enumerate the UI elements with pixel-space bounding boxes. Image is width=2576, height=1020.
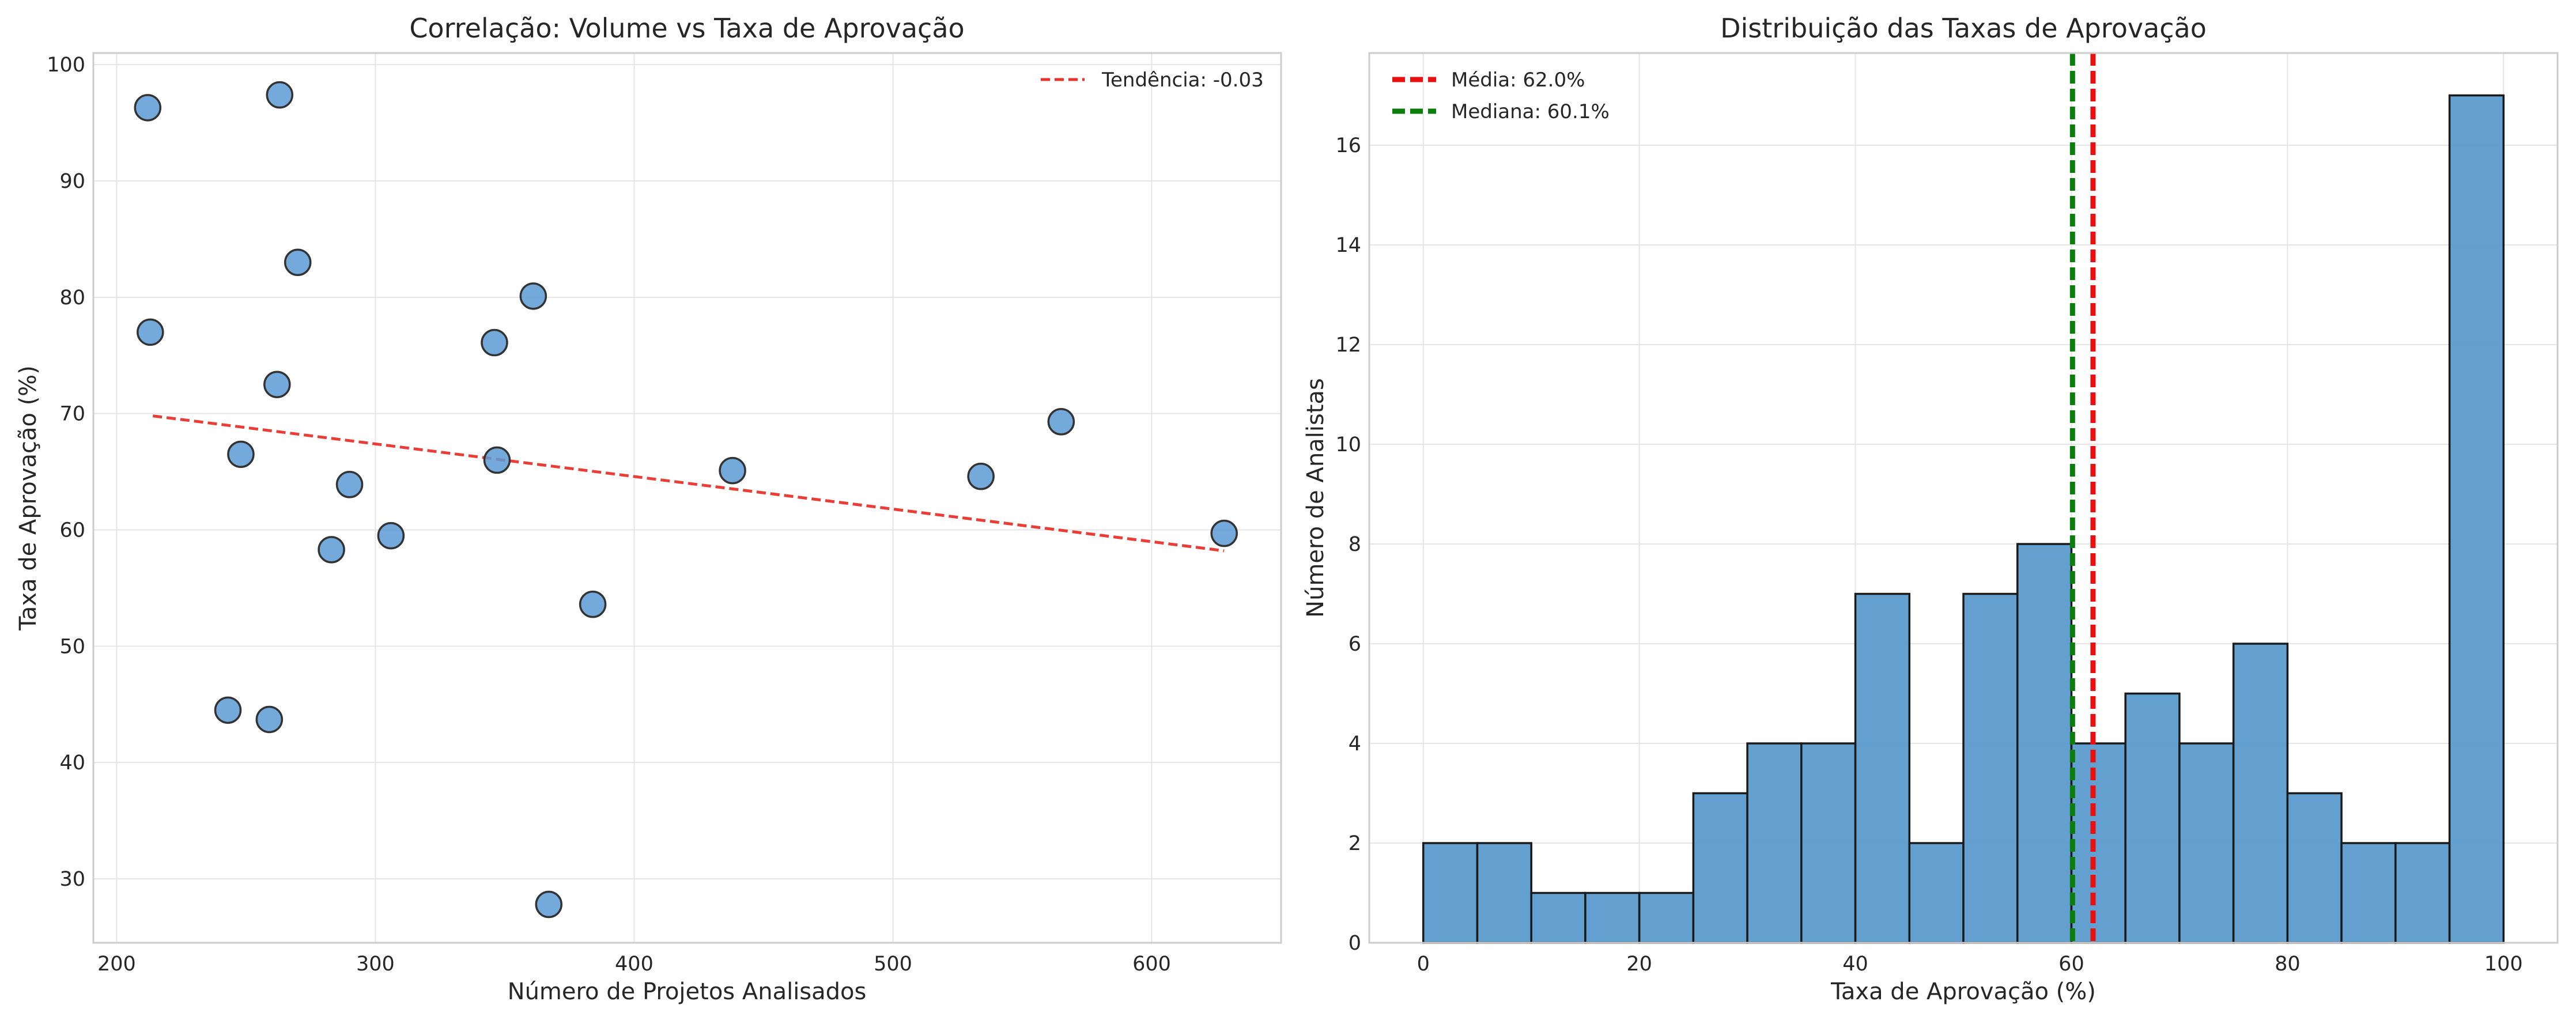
histogram-title: Distribuição das Taxas de Aprovação (1720, 13, 2207, 44)
scatter-axes-frame (92, 52, 1282, 944)
histogram-x-axis-label: Taxa de Aprovação (%) (1830, 979, 2096, 1005)
scatter-point (227, 440, 255, 469)
scatter-y-axis-label: Taxa de Aprovação (%) (15, 365, 41, 631)
scatter-point (579, 590, 607, 618)
histogram-bar (1422, 842, 1479, 944)
scatter-chart: 200 300 400 500 600 30 40 50 60 70 80 90 100 Correl… (15, 13, 1282, 1005)
histogram-chart: 0 20 40 60 80 100 0 2 4 6 8 10 12 14 16 Distribuição … (1302, 13, 2559, 1005)
scatter-point (266, 81, 294, 109)
histogram-axes-frame (1368, 52, 2559, 944)
y-tick-label: 30 (59, 868, 85, 891)
scatter-point (1047, 408, 1075, 436)
x-tick-label: 500 (874, 953, 912, 976)
scatter-point (1210, 519, 1238, 547)
y-tick-label: 90 (59, 170, 85, 193)
histogram-bar (2178, 742, 2235, 944)
histogram-bar (1638, 891, 1695, 944)
histogram-bar (1692, 792, 1748, 944)
scatter-point (483, 446, 511, 474)
scatter-x-tick-labels: 200 300 400 500 600 (97, 953, 1171, 976)
histogram-bar (1854, 592, 1911, 944)
histogram-reference-lines (2069, 53, 2096, 943)
scatter-point (335, 471, 364, 498)
histogram-bar (1962, 592, 2019, 944)
histogram-bar (2340, 842, 2397, 944)
histogram-x-tick-labels: 0 20 40 60 80 100 (1417, 953, 2523, 976)
scatter-grid (93, 53, 1281, 943)
scatter-point (377, 522, 405, 550)
scatter-point (263, 371, 291, 398)
y-tick-label: 50 (59, 635, 85, 658)
scatter-trendline-group (152, 414, 1225, 553)
histogram-bar (1800, 742, 1857, 944)
x-tick-label: 300 (356, 953, 395, 976)
x-tick-label: 60 (2058, 953, 2084, 976)
histogram-legend: Média: 62.0% Mediana: 60.1% (1392, 69, 1610, 123)
scatter-point (318, 536, 345, 564)
histogram-bar (1746, 742, 1803, 944)
histogram-y-tick-labels: 0 2 4 6 8 10 12 14 16 (1335, 134, 1361, 955)
y-tick-label: 100 (47, 54, 85, 77)
histogram-bar (1584, 891, 1641, 944)
histogram-bar (2016, 543, 2073, 944)
scatter-title: Correlação: Volume vs Taxa de Aprovação (409, 13, 964, 44)
x-tick-label: 600 (1132, 953, 1171, 976)
trendline (152, 414, 1225, 553)
y-tick-label: 14 (1335, 234, 1361, 257)
y-tick-label: 6 (1349, 633, 1361, 656)
scatter-point (214, 696, 242, 724)
x-tick-label: 80 (2275, 953, 2301, 976)
scatter-point (719, 456, 746, 485)
scatter-point (255, 705, 284, 734)
x-tick-label: 200 (97, 953, 136, 976)
y-tick-label: 40 (59, 751, 85, 775)
mean-legend-label: Média: 62.0% (1451, 69, 1585, 92)
x-tick-label: 100 (2484, 953, 2523, 976)
median-legend-label: Mediana: 60.1% (1451, 100, 1610, 123)
y-tick-label: 16 (1335, 134, 1361, 157)
histogram-bar (2394, 842, 2451, 944)
scatter-points (134, 81, 1238, 919)
scatter-plot-area (93, 53, 1281, 943)
trendline-legend-label: Tendência: -0.03 (1101, 69, 1264, 92)
scatter-point (134, 94, 162, 122)
y-tick-label: 4 (1349, 732, 1361, 755)
y-tick-label: 70 (59, 403, 85, 426)
scatter-point (481, 328, 508, 357)
scatter-x-axis-label: Número de Projetos Analisados (508, 979, 867, 1005)
histogram-bars (1422, 94, 2505, 944)
scatter-point (284, 248, 312, 277)
histogram-y-axis-label: Número de Analistas (1302, 378, 1329, 618)
histogram-bar (2286, 792, 2343, 944)
x-tick-label: 20 (1626, 953, 1652, 976)
y-tick-label: 2 (1349, 832, 1361, 855)
histogram-bar (1908, 842, 1965, 944)
y-tick-label: 12 (1335, 334, 1361, 357)
y-tick-label: 60 (59, 519, 85, 542)
scatter-legend: Tendência: -0.03 (1041, 69, 1264, 92)
histogram-bar (1476, 842, 1532, 944)
x-tick-label: 40 (1842, 953, 1868, 976)
histogram-bar (1530, 891, 1587, 944)
histogram-bar (2070, 742, 2126, 944)
histogram-bar (2232, 643, 2289, 944)
y-tick-label: 80 (59, 286, 85, 309)
y-tick-label: 0 (1349, 932, 1361, 955)
scatter-y-tick-labels: 30 40 50 60 70 80 90 100 (47, 54, 85, 891)
scatter-point (967, 462, 995, 490)
scatter-point (535, 890, 563, 919)
x-tick-label: 0 (1417, 953, 1430, 976)
histogram-bar (2124, 692, 2181, 944)
scatter-point (519, 282, 547, 310)
y-tick-label: 10 (1335, 433, 1361, 456)
x-tick-label: 400 (615, 953, 654, 976)
scatter-point (137, 318, 164, 346)
histogram-bar (2448, 94, 2505, 944)
y-tick-label: 8 (1349, 533, 1361, 556)
